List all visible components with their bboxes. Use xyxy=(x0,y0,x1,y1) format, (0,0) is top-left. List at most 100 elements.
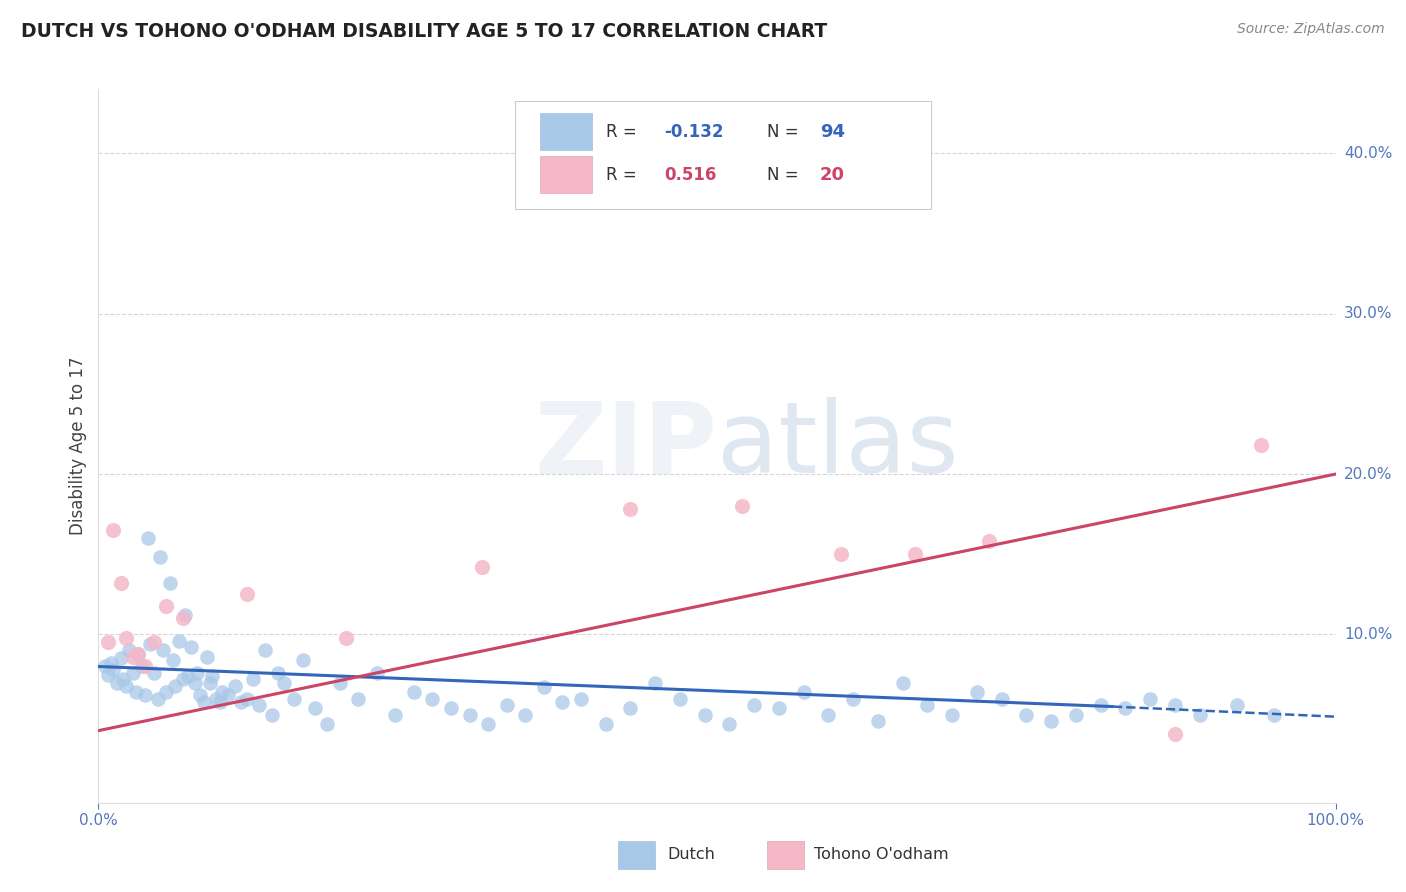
Point xyxy=(112,673,135,687)
Point xyxy=(718,717,741,731)
Point xyxy=(184,675,207,690)
Point xyxy=(205,691,228,706)
Point xyxy=(217,689,239,703)
Text: 10.0%: 10.0% xyxy=(1344,627,1392,642)
Point xyxy=(139,637,162,651)
Point xyxy=(159,576,181,591)
Point xyxy=(283,691,305,706)
Y-axis label: Disability Age 5 to 17: Disability Age 5 to 17 xyxy=(69,357,87,535)
Point xyxy=(533,681,555,695)
Text: Tohono O'odham: Tohono O'odham xyxy=(814,847,948,863)
Point xyxy=(458,707,481,722)
FancyBboxPatch shape xyxy=(766,840,804,869)
Point xyxy=(155,685,177,699)
Point xyxy=(211,685,233,699)
Point xyxy=(1188,707,1211,722)
Point xyxy=(495,698,517,712)
Point xyxy=(742,698,765,712)
Point xyxy=(127,647,149,661)
Point xyxy=(93,659,115,673)
Text: Dutch: Dutch xyxy=(668,847,716,863)
Point xyxy=(990,691,1012,706)
Point xyxy=(941,707,963,722)
Point xyxy=(143,635,166,649)
Point xyxy=(198,675,221,690)
Point xyxy=(201,669,224,683)
Text: Source: ZipAtlas.com: Source: ZipAtlas.com xyxy=(1237,22,1385,37)
FancyBboxPatch shape xyxy=(516,102,931,209)
Point xyxy=(134,659,156,673)
Point xyxy=(155,599,177,613)
Point xyxy=(176,669,198,683)
Point xyxy=(195,649,218,664)
Point xyxy=(329,675,352,690)
Point xyxy=(110,651,132,665)
Point xyxy=(172,611,194,625)
Point xyxy=(619,502,641,516)
Point xyxy=(1040,714,1063,728)
Point xyxy=(569,691,592,706)
Point xyxy=(515,707,537,722)
Point xyxy=(347,691,370,706)
Point xyxy=(236,587,259,601)
FancyBboxPatch shape xyxy=(540,155,592,193)
Point xyxy=(118,643,141,657)
Point xyxy=(551,695,574,709)
Point xyxy=(114,631,136,645)
Point xyxy=(186,665,208,680)
Point xyxy=(143,665,166,680)
Point xyxy=(768,701,790,715)
Point xyxy=(131,659,153,673)
Point xyxy=(110,576,132,591)
Point xyxy=(174,608,197,623)
Point xyxy=(402,685,425,699)
Point xyxy=(731,499,754,513)
Point xyxy=(693,707,716,722)
Point xyxy=(103,523,125,537)
Point xyxy=(122,649,145,664)
Point xyxy=(979,534,1001,549)
Point xyxy=(1263,707,1285,722)
Point xyxy=(1250,438,1272,452)
Point xyxy=(208,695,231,709)
Text: R =: R = xyxy=(606,123,641,141)
Point xyxy=(103,663,125,677)
Point xyxy=(866,714,889,728)
Point xyxy=(817,707,839,722)
Point xyxy=(1164,698,1187,712)
Text: 30.0%: 30.0% xyxy=(1344,306,1392,321)
Point xyxy=(267,665,290,680)
Point xyxy=(335,631,357,645)
Point xyxy=(167,633,190,648)
Point xyxy=(1164,727,1187,741)
Point xyxy=(366,665,388,680)
Text: 20: 20 xyxy=(820,166,845,184)
Text: N =: N = xyxy=(766,123,803,141)
Text: 94: 94 xyxy=(820,123,845,141)
Point xyxy=(830,547,852,561)
Point xyxy=(114,679,136,693)
Text: 40.0%: 40.0% xyxy=(1344,146,1392,161)
Point xyxy=(146,691,169,706)
Point xyxy=(384,707,406,722)
Point xyxy=(619,701,641,715)
Point xyxy=(595,717,617,731)
Text: R =: R = xyxy=(606,166,647,184)
Point xyxy=(273,675,295,690)
Point xyxy=(97,667,120,681)
Point xyxy=(842,691,865,706)
Text: atlas: atlas xyxy=(717,398,959,494)
Point xyxy=(422,691,444,706)
Text: ZIP: ZIP xyxy=(534,398,717,494)
Point xyxy=(1064,707,1087,722)
Point xyxy=(127,647,149,661)
Point xyxy=(304,701,326,715)
Point xyxy=(224,679,246,693)
Point xyxy=(966,685,988,699)
Point xyxy=(1090,698,1112,712)
FancyBboxPatch shape xyxy=(540,112,592,150)
Point xyxy=(236,691,259,706)
Point xyxy=(152,643,174,657)
Point xyxy=(100,657,122,671)
Point xyxy=(917,698,939,712)
